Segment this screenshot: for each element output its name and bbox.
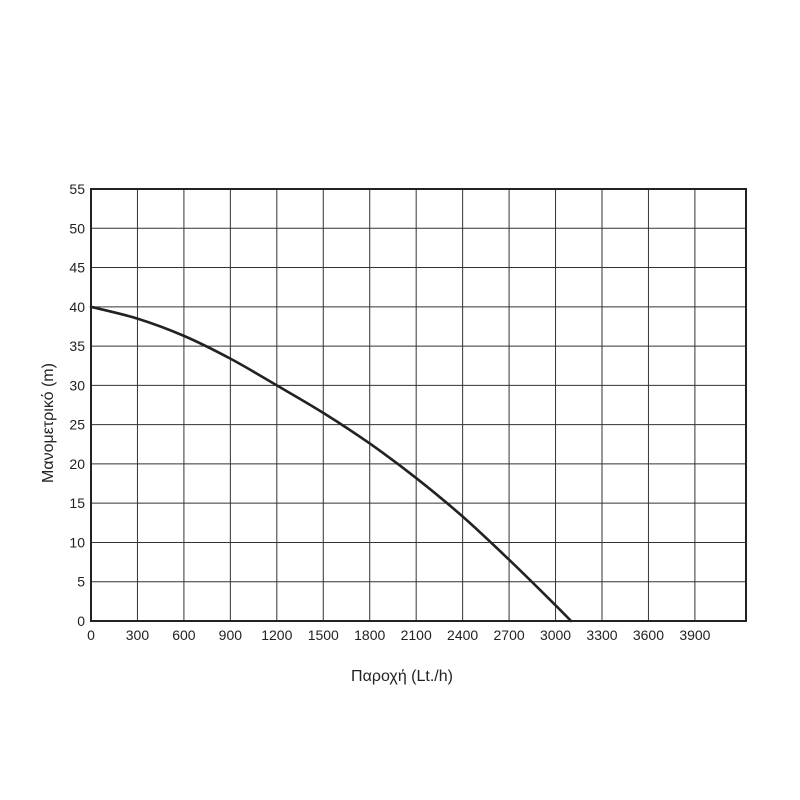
y-tick-labels: 0 5 10 15 20 25 30 35 40 45 50 55 [69, 181, 85, 629]
y-tick-label: 40 [69, 299, 85, 315]
y-tick-label: 15 [69, 495, 85, 511]
x-axis-title: Παροχή (Lt./h) [351, 668, 453, 685]
x-tick-label: 3900 [679, 627, 710, 643]
x-tick-label: 3300 [586, 627, 617, 643]
y-tick-label: 50 [69, 220, 85, 236]
y-tick-label: 25 [69, 417, 85, 433]
x-tick-label: 2700 [494, 627, 525, 643]
series-layer [89, 305, 573, 623]
y-tick-label: 10 [69, 534, 85, 550]
y-tick-label: 20 [69, 456, 85, 472]
x-tick-label: 2100 [401, 627, 432, 643]
x-tick-label: 3000 [540, 627, 571, 643]
y-axis-title: Μανομετρικό (m) [40, 363, 57, 483]
y-tick-label: 30 [69, 377, 85, 393]
x-tick-label: 1500 [308, 627, 339, 643]
y-tick-label: 55 [69, 181, 85, 197]
x-tick-label: 1800 [354, 627, 385, 643]
x-tick-label: 3600 [633, 627, 664, 643]
x-tick-label: 1200 [261, 627, 292, 643]
x-tick-label: 0 [87, 627, 95, 643]
grid [91, 189, 746, 621]
pump-curve-line [89, 305, 573, 623]
y-tick-label: 35 [69, 338, 85, 354]
y-tick-label: 5 [77, 574, 85, 590]
x-tick-label: 900 [219, 627, 243, 643]
y-tick-label: 45 [69, 260, 85, 276]
x-tick-label: 600 [172, 627, 196, 643]
x-tick-label: 300 [126, 627, 150, 643]
plot-frame [90, 188, 747, 622]
y-tick-label: 0 [77, 613, 85, 629]
x-tick-label: 2400 [447, 627, 478, 643]
x-tick-labels: 0 300 600 900 1200 1500 1800 2100 2400 2700 3000 33… [87, 627, 711, 643]
